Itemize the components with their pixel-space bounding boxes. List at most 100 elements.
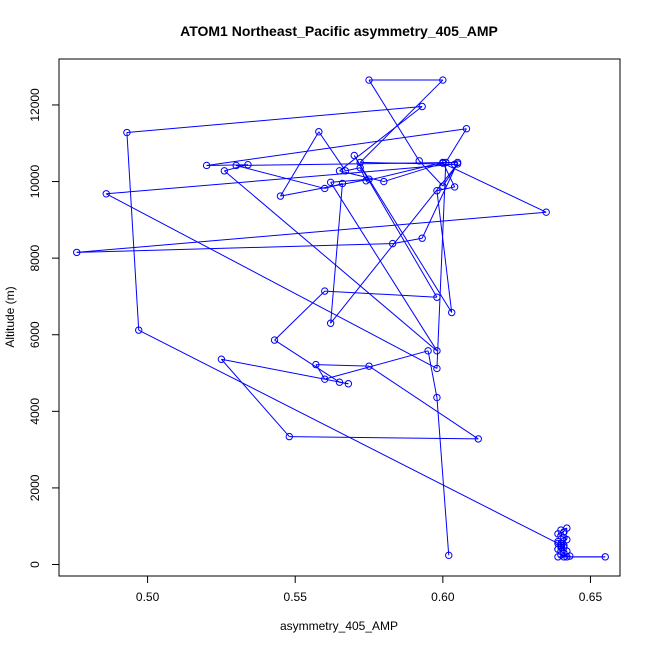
data-point bbox=[362, 177, 370, 185]
series-segment bbox=[339, 170, 384, 183]
data-point bbox=[365, 362, 373, 370]
data-point bbox=[433, 347, 441, 355]
data-point bbox=[554, 539, 562, 548]
data-point bbox=[439, 158, 447, 167]
data-point bbox=[315, 128, 323, 136]
series-segment bbox=[280, 178, 370, 197]
data-point bbox=[102, 190, 110, 198]
data-point bbox=[220, 167, 229, 175]
data-point bbox=[326, 319, 335, 327]
data-point bbox=[433, 393, 441, 402]
data-point bbox=[601, 553, 609, 561]
series-segment bbox=[315, 364, 370, 367]
series-segment bbox=[289, 436, 479, 440]
data-point bbox=[418, 102, 426, 111]
data-point bbox=[73, 248, 81, 257]
data-point bbox=[217, 355, 226, 363]
data-point bbox=[232, 161, 240, 170]
data-point bbox=[474, 435, 482, 443]
data-point bbox=[445, 551, 453, 560]
data-point bbox=[365, 76, 373, 84]
series-segment bbox=[206, 128, 467, 166]
series-segment bbox=[418, 160, 444, 187]
x-tick-label: 0.65 bbox=[579, 590, 603, 604]
y-tick-label: 4000 bbox=[28, 398, 42, 425]
series-segment bbox=[365, 161, 443, 182]
series-segment bbox=[345, 167, 361, 172]
series-segment bbox=[76, 211, 547, 253]
series-segment bbox=[427, 350, 438, 398]
series-segment bbox=[76, 243, 393, 253]
series-segment bbox=[324, 290, 437, 298]
data-point bbox=[563, 524, 571, 532]
data-point bbox=[341, 167, 350, 175]
data-point bbox=[244, 161, 252, 169]
y-tick-label: 10000 bbox=[28, 165, 42, 199]
series-segment bbox=[318, 131, 346, 172]
series-segment bbox=[224, 164, 249, 172]
data-point bbox=[202, 161, 211, 170]
x-tick-label: 0.60 bbox=[431, 590, 455, 604]
data-point bbox=[123, 128, 131, 137]
data-point bbox=[462, 125, 471, 133]
data-point bbox=[270, 336, 279, 344]
data-point bbox=[338, 179, 347, 188]
x-axis-label: asymmetry_405_AMP bbox=[280, 619, 398, 633]
data-point bbox=[312, 360, 320, 369]
data-point bbox=[442, 158, 450, 167]
series-segment bbox=[421, 162, 459, 239]
series-segment bbox=[368, 79, 420, 162]
y-tick-label: 12000 bbox=[28, 88, 42, 122]
data-point bbox=[433, 187, 441, 195]
y-tick-label: 8000 bbox=[28, 244, 42, 271]
series-segment bbox=[138, 329, 559, 544]
series-segment bbox=[236, 164, 325, 189]
data-point bbox=[433, 364, 441, 373]
series-segment bbox=[274, 339, 340, 383]
series-lines bbox=[76, 79, 606, 558]
data-point bbox=[350, 151, 358, 160]
series-segment bbox=[206, 164, 248, 166]
data-point bbox=[418, 234, 426, 242]
x-tick-label: 0.55 bbox=[284, 590, 308, 604]
data-point bbox=[285, 432, 294, 441]
data-point bbox=[450, 183, 459, 191]
series-segment bbox=[330, 183, 343, 324]
chart-title: ATOM1 Northeast_Pacific asymmetry_405_AM… bbox=[180, 23, 498, 39]
data-point bbox=[321, 287, 329, 295]
y-tick-label: 6000 bbox=[28, 321, 42, 348]
data-point bbox=[542, 208, 550, 216]
series-segment bbox=[221, 358, 349, 385]
series-segment bbox=[359, 167, 367, 181]
series-segment bbox=[330, 163, 459, 324]
y-tick-label: 2000 bbox=[28, 474, 42, 501]
series-segment bbox=[353, 155, 438, 298]
y-tick-label: 0 bbox=[28, 561, 42, 568]
series-segment bbox=[330, 182, 438, 352]
data-point bbox=[356, 158, 364, 167]
series-segment bbox=[126, 105, 423, 134]
data-point bbox=[321, 375, 329, 383]
series-segment bbox=[224, 170, 438, 352]
data-point bbox=[439, 182, 447, 190]
series-segment bbox=[436, 162, 447, 369]
series-segment bbox=[324, 350, 429, 380]
x-axis: 0.50 0.55 0.60 0.65 bbox=[136, 575, 603, 604]
data-point bbox=[388, 239, 397, 248]
data-point bbox=[326, 178, 335, 187]
data-point bbox=[453, 160, 462, 168]
series-segment bbox=[436, 397, 450, 556]
data-point bbox=[448, 308, 456, 317]
data-point bbox=[450, 160, 459, 169]
x-tick-label: 0.50 bbox=[136, 590, 160, 604]
series-segment bbox=[126, 132, 140, 331]
series-segment bbox=[436, 190, 453, 313]
data-point bbox=[380, 177, 388, 186]
data-point bbox=[344, 380, 353, 388]
series-segment bbox=[445, 128, 467, 163]
series-points bbox=[73, 76, 609, 561]
series-segment bbox=[221, 358, 290, 437]
data-point bbox=[415, 157, 423, 165]
series-segment bbox=[106, 163, 455, 195]
